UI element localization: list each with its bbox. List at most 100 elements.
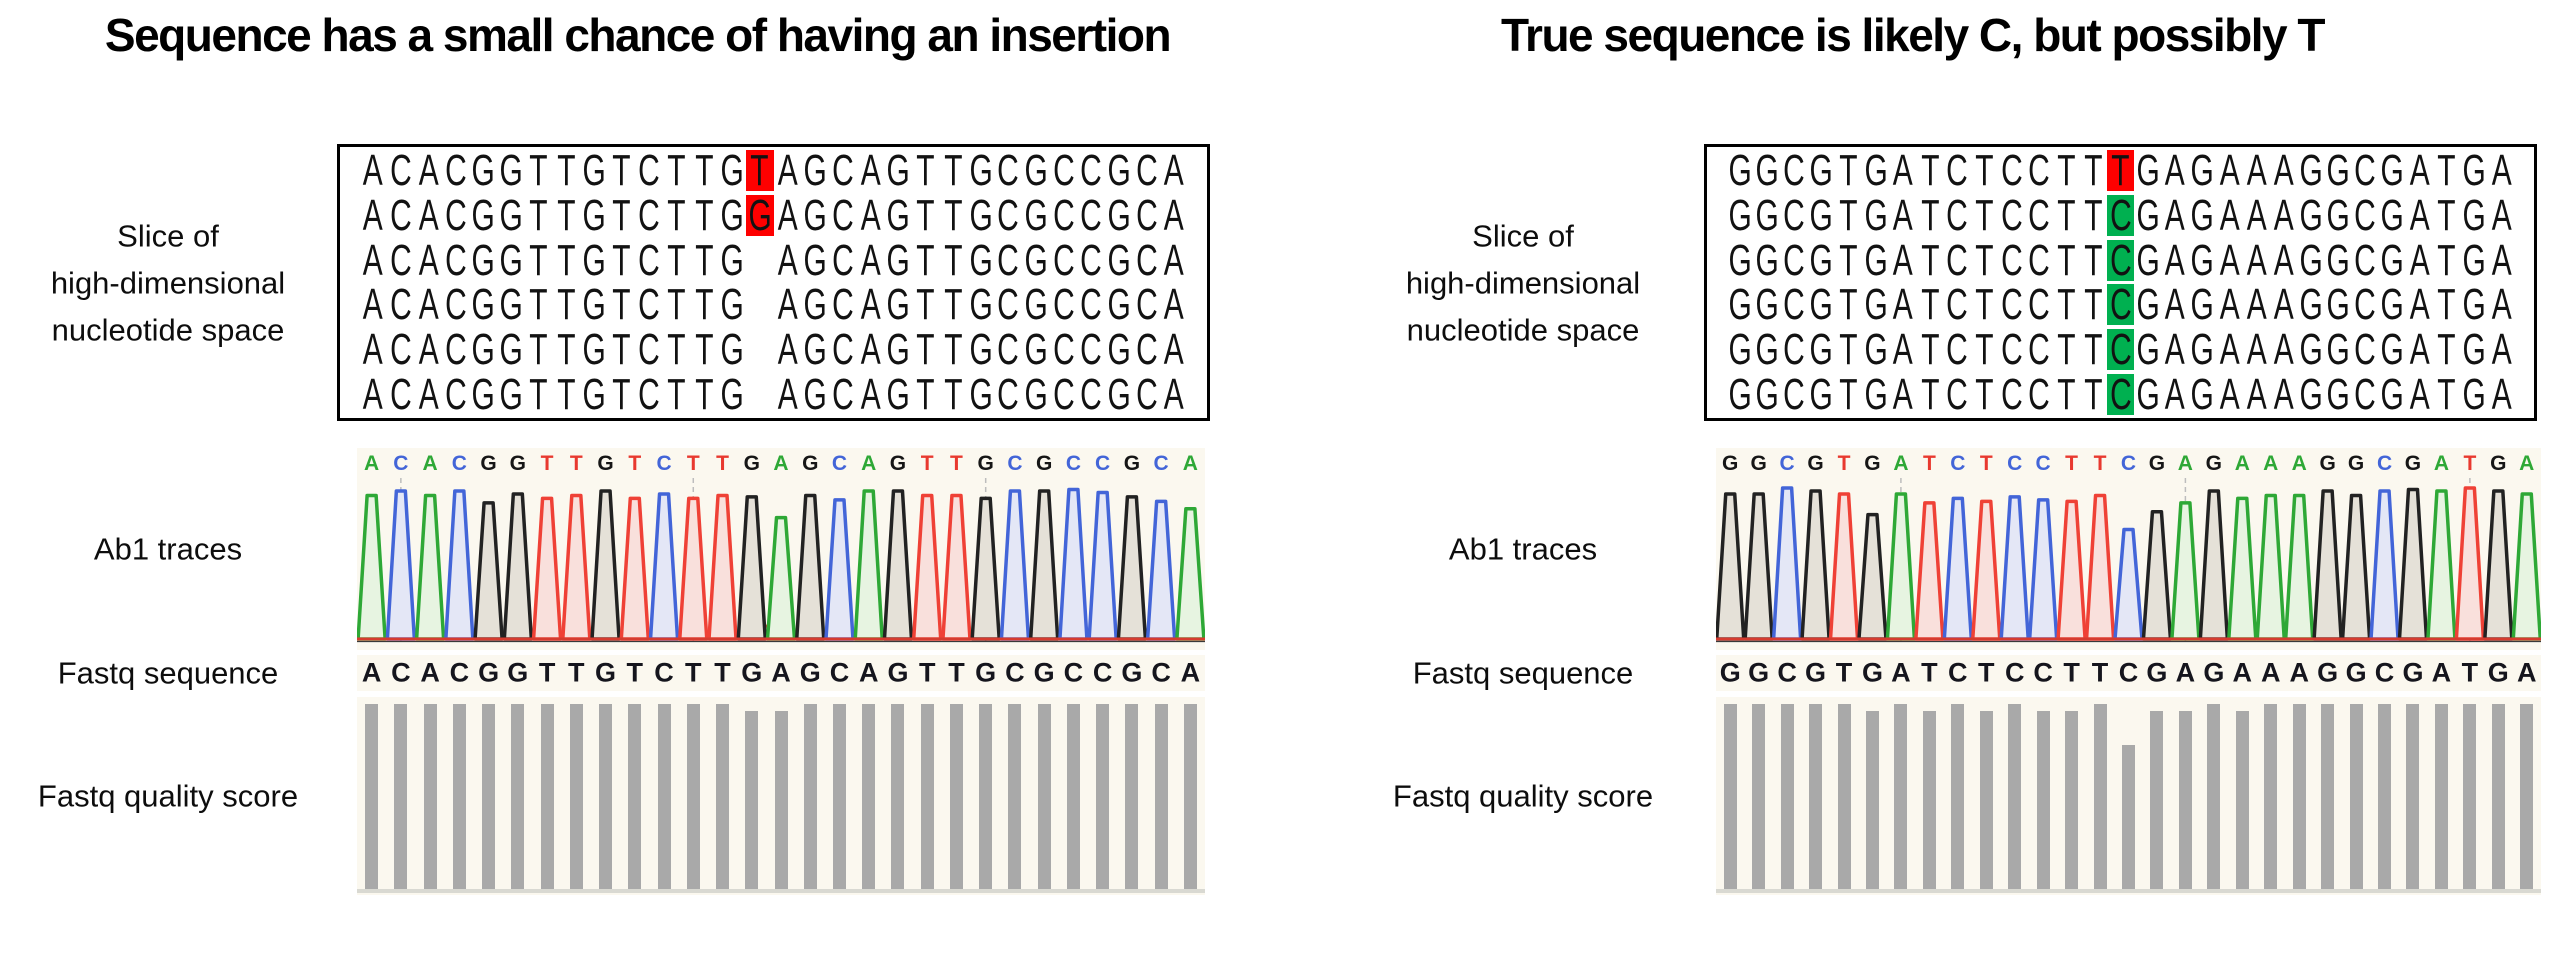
base-cell: T [1839,235,1858,285]
fastq-base-letter: G [1121,657,1143,688]
trace-basecall-letter: G [2205,452,2223,475]
fastq-base-letter: T [626,657,644,688]
base-cell: G [1809,235,1833,285]
base-cell: C [1135,325,1158,375]
base-cell: T [557,325,576,375]
quality-bar [511,704,525,889]
base-cell: A [418,325,439,375]
base-cell: T [529,325,548,375]
label-nucleotide-space: Slice of high-dimensional nucleotide spa… [50,218,286,347]
base-cell: T [2437,235,2457,285]
base-cell: G [2299,280,2323,330]
base-cell: A [362,369,383,419]
base-cell: G [471,146,496,196]
base-cell: T [667,369,686,419]
base-cell: G [1809,146,1833,196]
base-cell: G [2380,369,2405,419]
base-cell: G [2326,280,2350,330]
trace-peak [1175,507,1205,641]
base-cell: T [1920,280,1940,330]
quality-bar [657,704,671,889]
base-cell: T [612,190,631,240]
base-cell: T [1975,190,1994,240]
label-fastq-sequence: Fastq sequence [57,655,279,691]
trace-peak [531,496,563,641]
base-cell: T [1975,280,1994,330]
trace-peaks-plot [1716,478,2541,643]
trace-peak [2084,493,2116,641]
base-cell: G [2380,280,2405,330]
quality-bar [1037,704,1051,889]
base-cell: G [1864,280,1888,330]
fastq-base-letter: C [1948,657,1968,688]
trace-basecall-letter: A [2263,452,2279,475]
quality-bar [2008,704,2022,889]
base-cell: G [1728,235,1752,285]
fastq-base-letter: T [1921,657,1938,688]
base-cell: G [471,235,496,285]
base-cell: T [916,280,935,330]
base-cell: A [362,280,383,330]
base-cell: G [1809,369,1833,419]
base-cell: A [860,190,881,240]
base-cell: T [2437,280,2457,330]
quality-bar [628,704,642,889]
trace-peak [648,492,680,641]
base-cell: G [2190,280,2214,330]
base-cell: G [1809,280,1833,330]
base-cell: C [1946,369,1969,419]
fastq-base-letter: G [595,657,617,688]
base-cell: G [2462,190,2486,240]
base-cell: G [720,190,744,240]
trace-peak [1743,492,1774,641]
fastq-base-letter: T [685,657,702,688]
base-cell: C [389,325,412,375]
quality-bar [2122,744,2135,889]
trace-peak [2027,498,2059,641]
base-cell: A [2273,280,2294,330]
base-cell: C [997,146,1020,196]
quality-bar [2207,704,2221,889]
quality-bar [2321,704,2335,889]
variant-base-cell: T [745,149,774,193]
trace-basecall-letter: A [2234,452,2250,475]
base-cell: G [2136,280,2160,330]
base-cell: G [720,369,744,419]
base-cell: C [2354,190,2377,240]
variant-base-cell: C [2106,372,2135,416]
base-cell: G [582,280,606,330]
base-cell: G [720,325,744,375]
fastq-base-letter: A [1891,657,1911,688]
quality-bar [832,704,846,889]
quality-bar [452,704,466,889]
base-cell: C [1080,146,1102,196]
base-cell: C [389,369,412,419]
trace-peak [1999,495,2030,641]
fastq-base-letter: G [2402,657,2424,688]
base-cell: A [2409,325,2430,375]
base-cell: G [471,280,496,330]
base-cell: T [695,325,714,375]
base-cell: G [2326,325,2350,375]
base-cell: G [1024,235,1048,285]
base-cell: A [2491,235,2512,285]
base-cell: C [2354,146,2377,196]
base-cell: A [2491,146,2512,196]
base-cell: G [2462,146,2486,196]
base-cell: G [582,190,606,240]
base-cell: C [2028,146,2050,196]
base-cell: A [1164,369,1185,419]
base-cell: C [445,369,467,419]
trace-basecall-letter: G [1123,452,1141,475]
base-cell: C [445,146,467,196]
base-cell: G [499,190,523,240]
base-cell: G [2380,325,2405,375]
label-ab1-traces: Ab1 traces [1448,531,1598,567]
base-cell: T [1920,146,1940,196]
base-cell: C [389,235,412,285]
trace-basecall-letter: T [2093,452,2107,475]
base-cell: G [1755,146,1779,196]
base-cell: A [418,369,439,419]
base-cell: C [997,190,1020,240]
